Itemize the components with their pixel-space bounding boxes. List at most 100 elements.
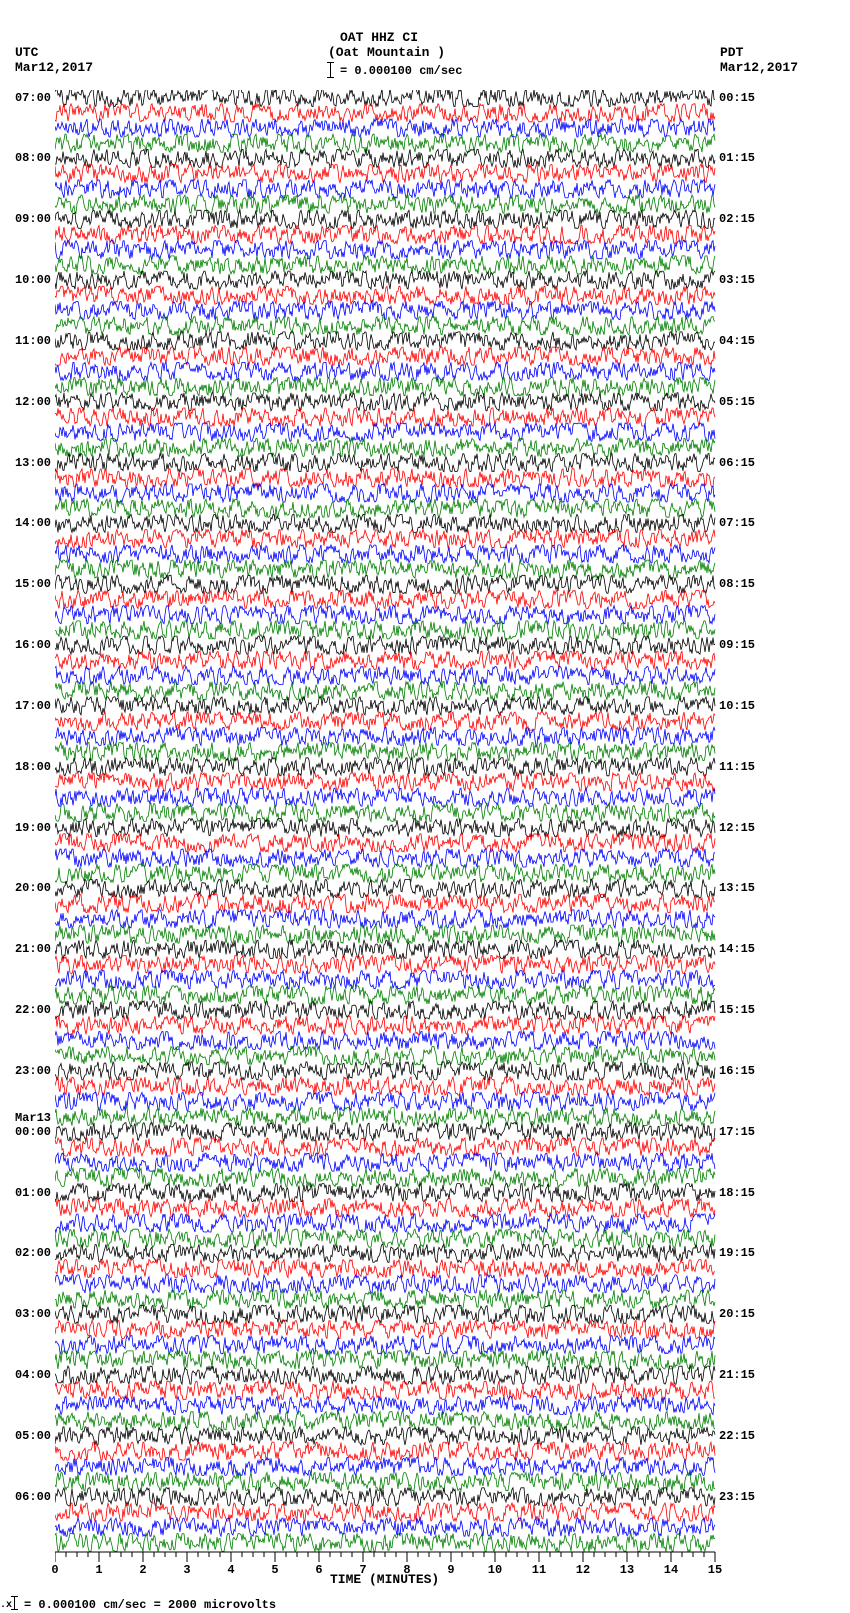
pdt-time-label: 03:15 <box>719 273 767 287</box>
seismic-trace <box>55 819 715 837</box>
utc-time-label: 02:00 <box>3 1246 51 1260</box>
seismic-trace <box>55 271 715 289</box>
seismic-trace <box>55 727 715 745</box>
seismic-trace <box>55 1305 715 1323</box>
xtick-label: 1 <box>95 1563 102 1577</box>
xtick-label: 10 <box>488 1563 502 1577</box>
scale-bar-bottom-icon <box>14 1596 15 1610</box>
utc-time-label: 16:00 <box>3 638 51 652</box>
pdt-time-label: 04:15 <box>719 334 767 348</box>
utc-time-label: 07:00 <box>3 91 51 105</box>
date-left-label: Mar12,2017 <box>15 60 93 75</box>
seismic-trace <box>55 575 715 593</box>
seismic-trace <box>55 180 715 198</box>
seismic-trace <box>55 1442 715 1460</box>
pdt-time-label: 19:15 <box>719 1246 767 1260</box>
seismic-trace <box>55 773 715 791</box>
seismic-trace <box>55 1381 715 1399</box>
date-right-label: Mar12,2017 <box>720 60 798 75</box>
seismic-trace <box>55 332 715 350</box>
seismic-trace <box>55 1518 715 1536</box>
seismic-trace <box>55 940 715 958</box>
utc-time-label: 03:00 <box>3 1307 51 1321</box>
seismic-trace <box>55 1275 715 1293</box>
seismic-trace <box>55 879 715 897</box>
tz-left-label: UTC <box>15 45 38 60</box>
xtick-label: 7 <box>359 1563 366 1577</box>
seismic-trace <box>55 90 715 107</box>
xtick-label: 0 <box>51 1563 58 1577</box>
pdt-time-label: 17:15 <box>719 1125 767 1139</box>
seismic-trace <box>55 591 715 609</box>
seismic-trace <box>55 743 715 761</box>
pdt-time-label: 01:15 <box>719 151 767 165</box>
seismic-trace <box>55 849 715 867</box>
utc-time-label: 11:00 <box>3 334 51 348</box>
seismic-trace <box>55 484 715 502</box>
pdt-time-label: 11:15 <box>719 760 767 774</box>
seismic-trace <box>55 1092 715 1110</box>
pdt-time-label: 21:15 <box>719 1368 767 1382</box>
seismic-trace <box>55 119 715 137</box>
seismic-trace <box>55 1032 715 1050</box>
pdt-time-label: 06:15 <box>719 456 767 470</box>
seismic-trace <box>55 1244 715 1262</box>
xtick-label: 14 <box>664 1563 678 1577</box>
xaxis-label: TIME (MINUTES) <box>330 1572 439 1587</box>
seismic-trace <box>55 895 715 913</box>
seismic-trace <box>55 864 715 882</box>
xtick-label: 3 <box>183 1563 190 1577</box>
utc-time-label: 20:00 <box>3 881 51 895</box>
seismic-trace <box>55 378 715 396</box>
footer-prefix: .x <box>0 1600 12 1611</box>
seismic-trace <box>55 241 715 259</box>
scale-text-top: = 0.000100 cm/sec <box>340 64 462 78</box>
utc-time-label: 01:00 <box>3 1186 51 1200</box>
seismic-trace <box>55 134 715 152</box>
seismic-trace <box>55 621 715 639</box>
utc-time-label: 04:00 <box>3 1368 51 1382</box>
date-rollover-label: Mar13 <box>3 1111 51 1125</box>
seismic-trace <box>55 1290 715 1308</box>
seismic-trace <box>55 1077 715 1095</box>
utc-time-label: 13:00 <box>3 456 51 470</box>
pdt-time-label: 10:15 <box>719 699 767 713</box>
seismic-trace <box>55 256 715 274</box>
helicorder-svg <box>55 90 717 1580</box>
utc-time-label: 12:00 <box>3 395 51 409</box>
seismic-trace <box>55 438 715 456</box>
seismic-trace <box>55 1016 715 1034</box>
seismic-trace <box>55 1001 715 1019</box>
xtick-label: 9 <box>447 1563 454 1577</box>
utc-time-label: 08:00 <box>3 151 51 165</box>
utc-time-label: 09:00 <box>3 212 51 226</box>
seismic-trace <box>55 1184 715 1202</box>
xtick-label: 4 <box>227 1563 234 1577</box>
seismic-trace <box>55 1047 715 1065</box>
pdt-time-label: 02:15 <box>719 212 767 226</box>
utc-time-label: 14:00 <box>3 516 51 530</box>
seismic-trace <box>55 560 715 578</box>
pdt-time-label: 08:15 <box>719 577 767 591</box>
pdt-time-label: 07:15 <box>719 516 767 530</box>
pdt-time-label: 16:15 <box>719 1064 767 1078</box>
seismic-trace <box>55 697 715 715</box>
seismic-trace <box>55 1062 715 1080</box>
utc-time-label: 10:00 <box>3 273 51 287</box>
pdt-time-label: 18:15 <box>719 1186 767 1200</box>
pdt-time-label: 00:15 <box>719 91 767 105</box>
utc-time-label: 21:00 <box>3 942 51 956</box>
seismic-trace <box>55 1199 715 1217</box>
seismic-trace <box>55 545 715 563</box>
pdt-time-label: 12:15 <box>719 821 767 835</box>
pdt-time-label: 23:15 <box>719 1490 767 1504</box>
seismic-trace <box>55 1260 715 1278</box>
seismic-trace <box>55 803 715 821</box>
utc-time-label: 00:00 <box>3 1125 51 1139</box>
seismic-trace <box>55 1397 715 1415</box>
scale-bar-top-icon <box>330 62 331 78</box>
xtick-label: 6 <box>315 1563 322 1577</box>
utc-time-label: 23:00 <box>3 1064 51 1078</box>
utc-time-label: 19:00 <box>3 821 51 835</box>
seismic-trace <box>55 1503 715 1521</box>
